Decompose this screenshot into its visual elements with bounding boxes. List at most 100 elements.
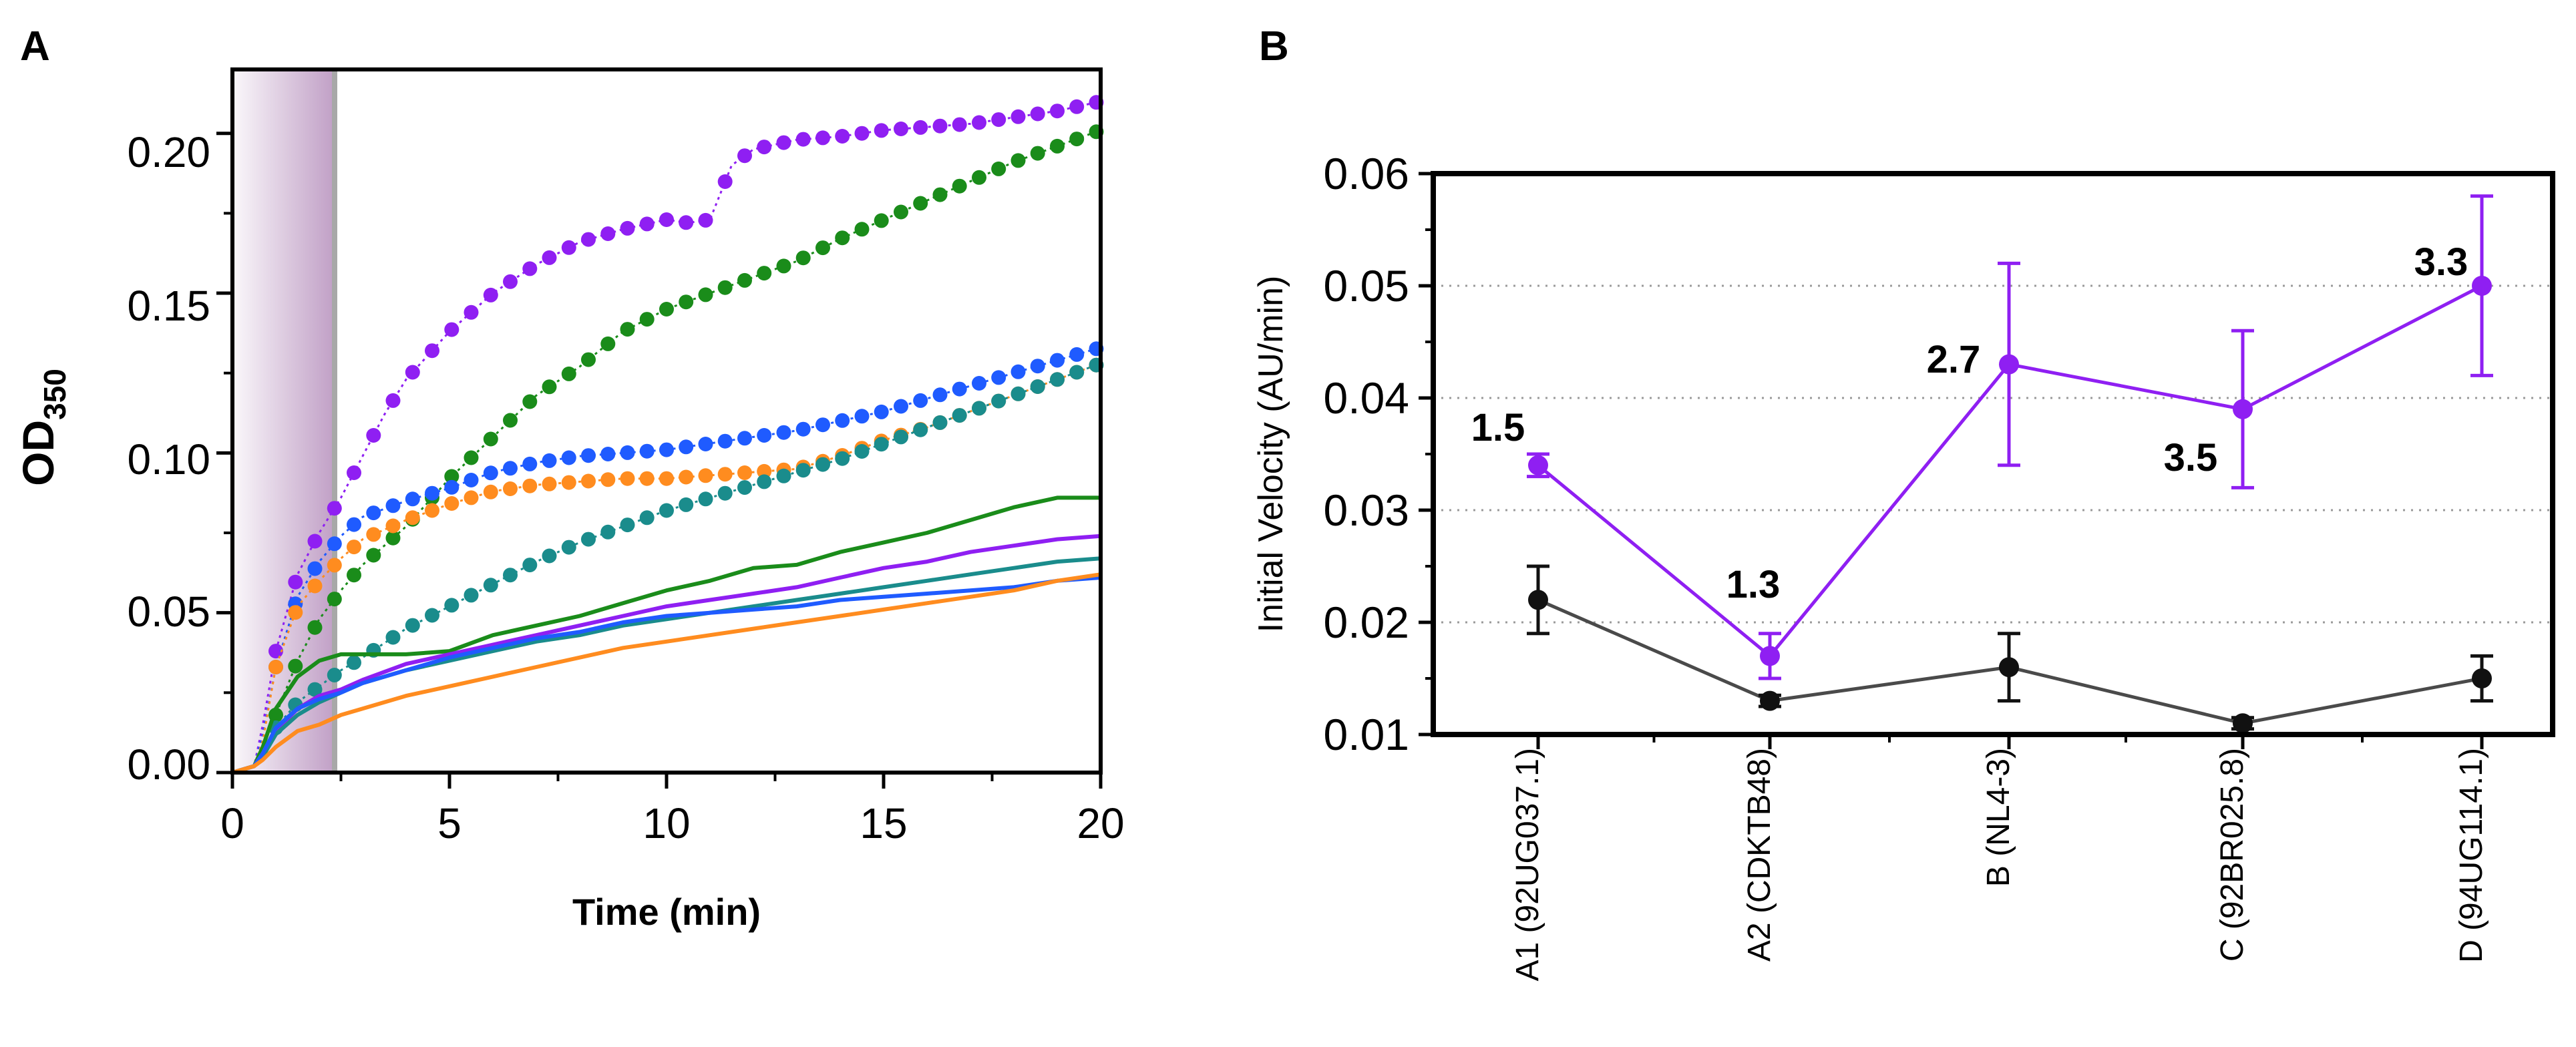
panel-a-data-point (542, 379, 557, 395)
panel-a-y-axis-title: OD350 (13, 369, 72, 486)
panel-b-ytick-label: 0.01 (1324, 710, 1409, 759)
panel-a-ytick-label: 0.15 (127, 282, 210, 330)
panel-a-data-point (464, 450, 479, 465)
panel-a-data-point (522, 456, 538, 471)
panel-a-data-point (581, 473, 596, 489)
panel-a-data-point (639, 312, 655, 327)
panel-a-y-axis-title-main: OD (13, 420, 63, 486)
panel-a-data-point (815, 130, 830, 146)
panel-a-data-point (1050, 103, 1065, 119)
panel-b-ratio-label: 3.3 (2414, 240, 2468, 284)
panel-a-data-point (620, 517, 635, 533)
panel-a-data-point (425, 608, 439, 623)
panel-a-data-point (795, 463, 811, 478)
panel-b-category-label: A2 (CDKTB48) (1742, 748, 1777, 962)
panel-a-data-point (347, 465, 361, 480)
panel-b-category-label: C (92BR025.8) (2215, 748, 2250, 962)
panel-a-data-point (776, 425, 791, 440)
panel-a-data-point (757, 266, 772, 281)
panel-a-data-point (483, 578, 498, 593)
panel-a-data-point (385, 530, 401, 546)
panel-a-data-point (815, 417, 830, 433)
panel-a-series-line (232, 495, 1101, 775)
panel-a-data-point (366, 527, 381, 542)
panel-b-category-label: B (NL4-3) (1981, 748, 2016, 887)
panel-a-data-point (1050, 138, 1065, 154)
panel-a-data-point (737, 431, 752, 446)
panel-b-data-point (1760, 690, 1780, 711)
panel-a-data-point (991, 161, 1006, 176)
panel-a-data-point (1030, 106, 1045, 122)
panel-a-data-point (854, 444, 870, 459)
panel-a-data-point (503, 461, 518, 476)
panel-a-data-point (444, 598, 459, 613)
panel-a-data-point (444, 496, 459, 511)
panel-a-data-point (659, 503, 674, 518)
panel-a-shaded-region (232, 69, 336, 773)
panel-a-data-point (600, 226, 616, 241)
panel-a-data-point (444, 479, 459, 495)
panel-a-data-point (307, 682, 323, 697)
panel-a-data-point (835, 413, 850, 428)
panel-b-ytick-label: 0.05 (1324, 261, 1409, 310)
panel-b-ytick-label: 0.04 (1324, 373, 1409, 423)
panel-a-data-point (679, 439, 694, 455)
panel-a-data-point (639, 216, 655, 232)
panel-b-y-axis-title: Initial Velocity (AU/min) (1252, 276, 1290, 633)
panel-a-data-point (600, 336, 616, 351)
panel-b-category-label: D (94UG114.1) (2454, 748, 2489, 963)
panel-a-data-point (522, 394, 538, 409)
panel-a-data-point (385, 630, 401, 645)
panel-a-data-point (757, 474, 772, 489)
panel-a-series-line (232, 572, 1101, 775)
panel-a-data-point (932, 118, 948, 134)
panel-a-data-point (288, 574, 303, 590)
panel-a-data-point (679, 215, 694, 230)
panel-a-data-point (483, 431, 498, 447)
panel-a-data-point (581, 532, 596, 547)
panel-a-data-point (952, 117, 967, 132)
panel-a-data-point (347, 540, 361, 555)
panel-a-data-point (991, 393, 1006, 409)
panel-b-data-point (1528, 590, 1548, 610)
panel-a-data-point (972, 115, 986, 130)
panel-a-data-point (815, 457, 830, 472)
panel-b-ratio-label: 1.3 (1726, 563, 1781, 606)
panel-a-data-point (600, 524, 616, 540)
panel-a-series-group (232, 95, 1104, 775)
panel-a-data-point (757, 428, 772, 443)
panel-a-data-point (698, 468, 713, 483)
panel-a-shaded-edge (332, 69, 337, 773)
panel-b-plot-frame (1431, 171, 2555, 737)
panel-a-data-point (659, 302, 674, 317)
panel-a-data-point (327, 558, 342, 573)
panel-a-data-point (620, 471, 635, 486)
panel-a-series-line (232, 576, 1101, 775)
panel-a-data-point (932, 187, 948, 202)
panel-a-data-point (542, 250, 557, 265)
panel-a-data-point (561, 475, 576, 490)
panel-a-data-point (483, 287, 498, 302)
panel-a-data-point (659, 212, 674, 227)
panel-a-data-point (522, 261, 538, 276)
panel-a-data-point (425, 343, 439, 359)
panel-a-data-point (620, 220, 635, 236)
panel-a-series-line (232, 556, 1101, 775)
panel-a-data-point (561, 450, 576, 465)
panel-a-data-point (874, 213, 889, 228)
panel-a-data-point (952, 178, 967, 194)
panel-a-data-point (1069, 132, 1085, 147)
panel-a-data-point (464, 304, 479, 320)
panel-a-series-line (232, 362, 1101, 774)
panel-a-data-point (307, 578, 323, 594)
panel-a-data-point (268, 660, 283, 674)
panel-a-data-point (913, 393, 928, 408)
panel-a-data-point (795, 421, 811, 437)
panel-a-data-point (483, 465, 498, 481)
panel-b-ticks (1419, 172, 2484, 749)
panel-a-data-point (913, 120, 928, 135)
panel-a-data-point (503, 568, 518, 583)
panel-a-y-axis-title-sub: 350 (37, 369, 72, 420)
panel-a-data-point (1010, 109, 1026, 124)
